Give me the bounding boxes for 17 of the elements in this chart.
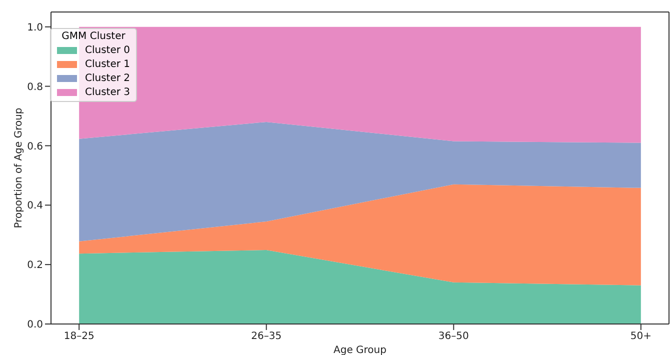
y-tick-label: 1.0 bbox=[27, 22, 43, 34]
legend-label: Cluster 1 bbox=[85, 58, 130, 70]
x-axis-title: Age Group bbox=[334, 345, 386, 355]
legend-label: Cluster 3 bbox=[85, 86, 130, 98]
y-tick-label: 0.4 bbox=[27, 200, 43, 212]
legend-title: GMM Cluster bbox=[60, 31, 126, 42]
x-tick-label: 36–50 bbox=[438, 331, 469, 342]
x-tick-label: 26–35 bbox=[251, 331, 282, 342]
x-tick-label: 18–25 bbox=[64, 331, 94, 342]
x-tick-label: 50+ bbox=[630, 331, 652, 342]
y-tick-label: 0.6 bbox=[27, 141, 43, 152]
y-tick-label: 0.8 bbox=[27, 82, 43, 93]
y-tick-label: 0.2 bbox=[27, 260, 43, 272]
y-axis-title: Proportion of Age Group bbox=[14, 108, 25, 228]
legend-label: Cluster 0 bbox=[85, 44, 130, 56]
legend-label: Cluster 2 bbox=[85, 72, 130, 84]
y-tick-label: 0.0 bbox=[27, 320, 43, 331]
